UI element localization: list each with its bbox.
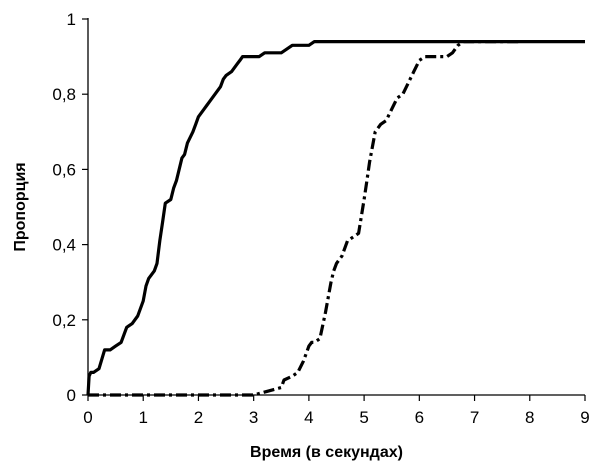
- x-tick-label: 2: [194, 408, 203, 427]
- y-axis-ticks: 0 0,2 0,4 0,6 0,8 1: [52, 10, 88, 405]
- x-axis-title: Время (в секундах): [250, 444, 403, 461]
- x-tick-label: 8: [525, 408, 534, 427]
- y-tick-label: 0,6: [52, 160, 76, 179]
- x-tick-label: 7: [470, 408, 479, 427]
- x-tick-label: 0: [83, 408, 92, 427]
- x-tick-label: 1: [138, 408, 147, 427]
- series-group: [86, 39, 585, 397]
- y-tick-label: 0,8: [52, 85, 76, 104]
- x-tick-label: 3: [249, 408, 258, 427]
- series-line-1: [86, 39, 585, 396]
- x-tick-label: 4: [304, 408, 313, 427]
- axes: [87, 18, 585, 396]
- x-tick-label: 5: [359, 408, 368, 427]
- y-tick-label: 1: [67, 10, 76, 29]
- y-axis-title: Пропорция: [12, 162, 29, 251]
- x-tick-label: 6: [415, 408, 424, 427]
- y-tick-label: 0,4: [52, 236, 76, 255]
- series-line-2: [88, 39, 519, 397]
- x-tick-label: 9: [580, 408, 589, 427]
- x-axis-ticks: 0 1 2 3 4 5 6 7 8 9: [83, 395, 590, 427]
- y-tick-label: 0,2: [52, 311, 76, 330]
- y-tick-label: 0: [67, 386, 76, 405]
